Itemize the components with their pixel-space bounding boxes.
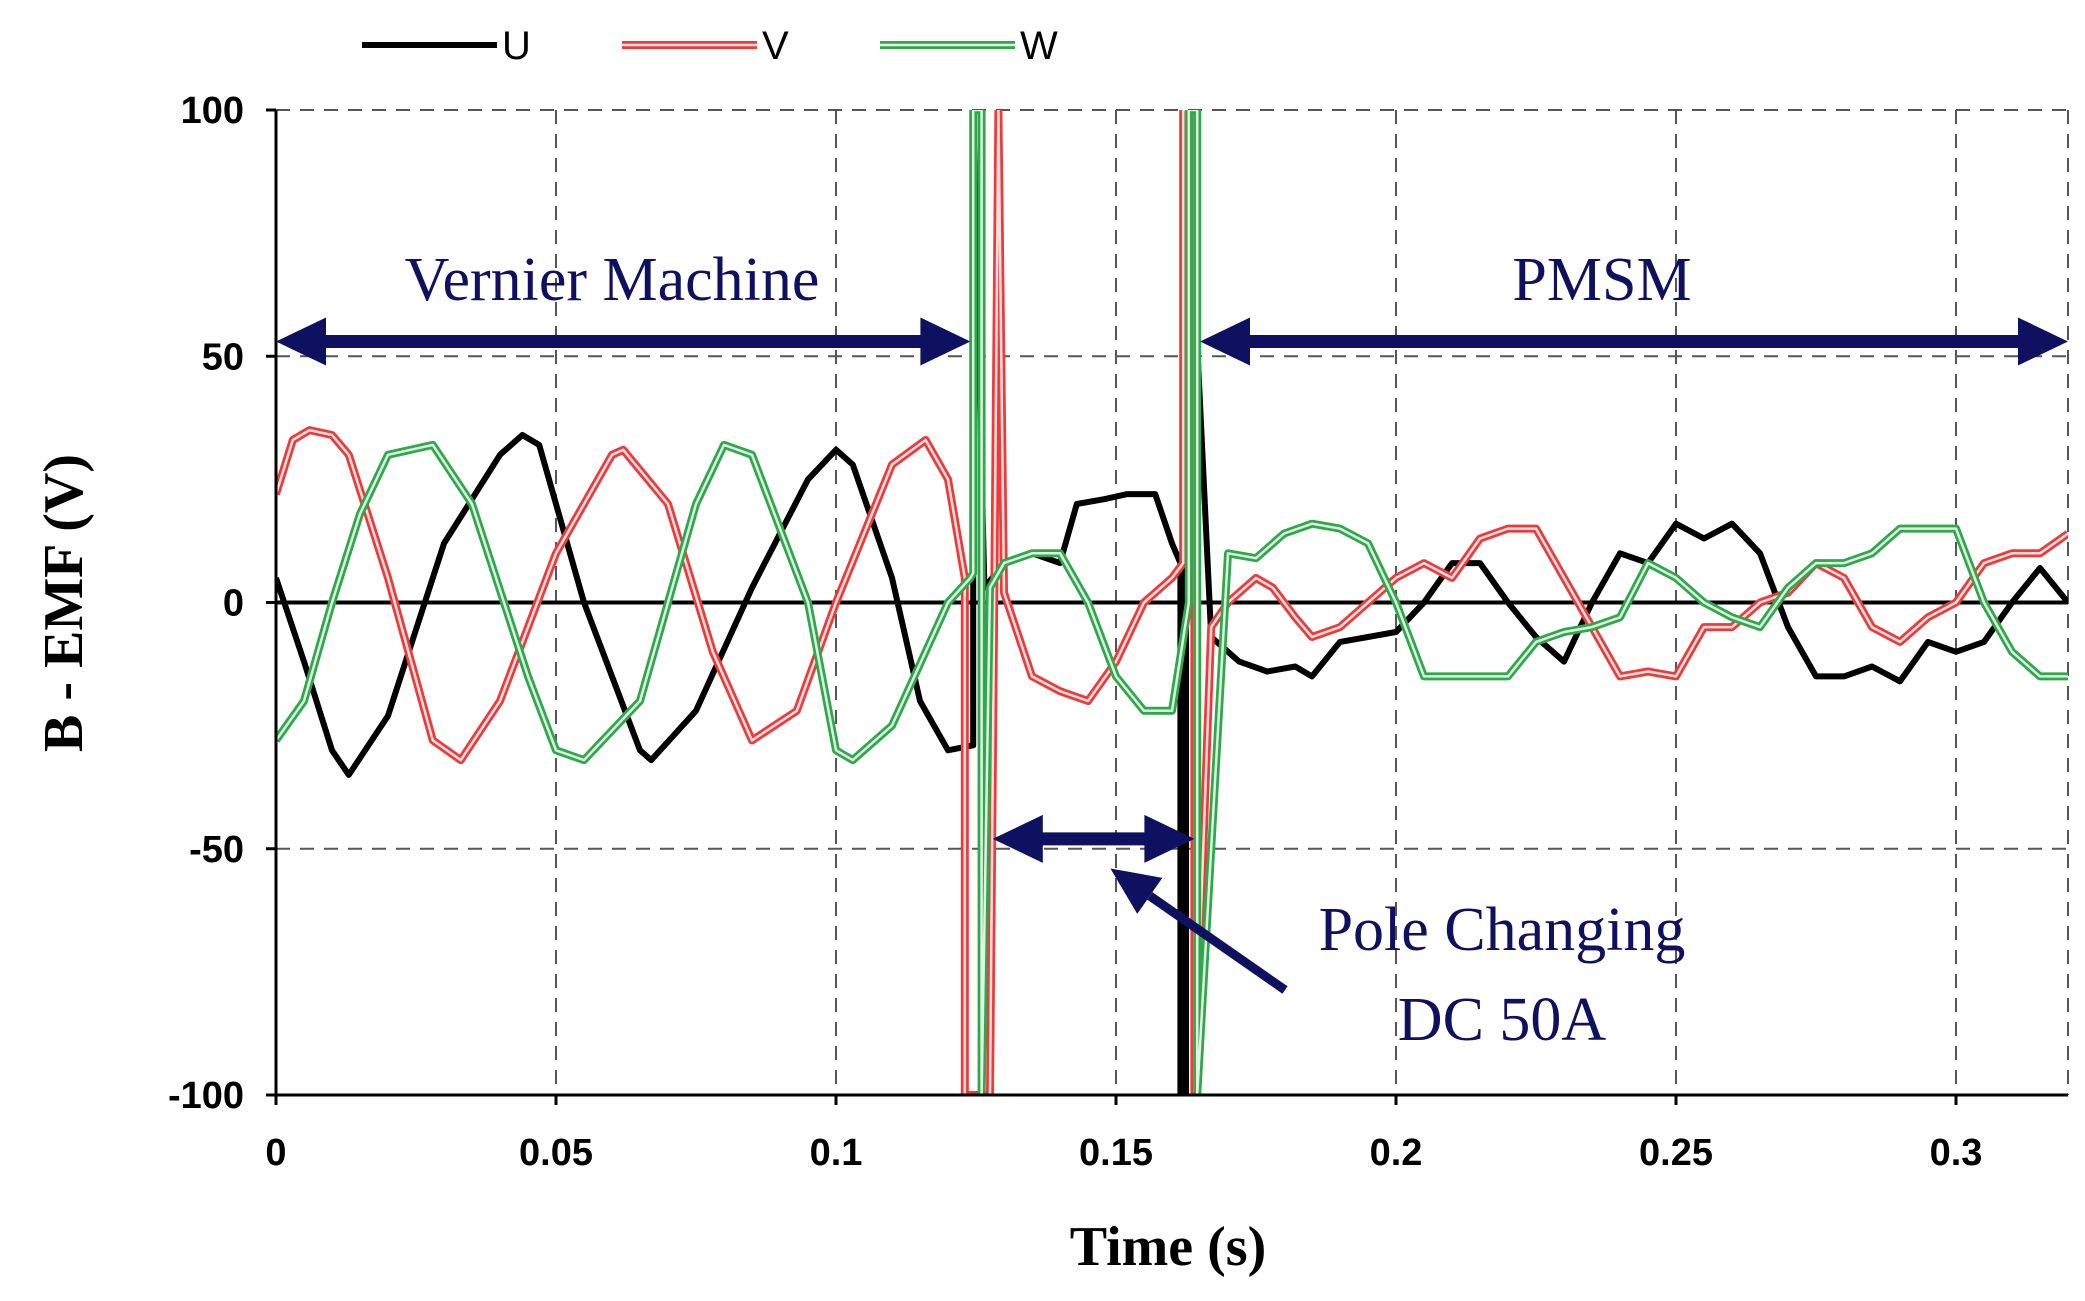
pmsm-arrow-left-head: [1200, 317, 1250, 366]
vernier-arrow-right-head: [920, 317, 971, 366]
x-tick-label: 0.1: [810, 1132, 863, 1174]
legend-label-v: V: [762, 24, 789, 68]
legend-label-u: U: [502, 24, 531, 68]
vernier-machine-label: Vernier Machine: [405, 246, 820, 314]
legend-label-w: W: [1020, 24, 1058, 68]
x-axis-title: Time (s): [1070, 1216, 1267, 1278]
pole-change-arrow-left-head: [992, 814, 1043, 863]
y-tick-label: 50: [202, 336, 244, 378]
x-tick-label: 0.15: [1079, 1132, 1153, 1174]
x-tick-label: 0.3: [1930, 1132, 1983, 1174]
y-tick-labels: 100 50 0 -50 -100: [168, 90, 276, 1117]
pmsm-label: PMSM: [1512, 246, 1691, 314]
annotations: Vernier Machine PMSM Pole Changing DC 50A: [276, 246, 2068, 1054]
legend: U V W: [362, 24, 1058, 68]
series-layer: [276, 110, 2068, 1095]
x-tick-label: 0.2: [1370, 1132, 1423, 1174]
x-tick-labels: 0 0.05 0.1 0.15 0.2 0.25 0.3: [265, 1095, 1982, 1174]
y-axis-title: B - EMF (V): [33, 454, 95, 752]
pointer-arrow-shaft: [1147, 892, 1288, 994]
pole-changing-label: Pole Changing: [1319, 896, 1686, 964]
pmsm-arrow-right-head: [2018, 317, 2068, 366]
y-tick-label: 0: [223, 583, 244, 625]
x-tick-label: 0.25: [1639, 1132, 1713, 1174]
dc-current-label: DC 50A: [1398, 986, 1607, 1054]
pole-change-arrow-right-head: [1144, 814, 1195, 863]
y-tick-label: -50: [189, 829, 244, 871]
x-tick-label: 0: [265, 1132, 286, 1174]
y-tick-label: 100: [181, 90, 244, 132]
pointer-arrow-head: [1110, 868, 1163, 914]
vernier-arrow-left-head: [276, 317, 326, 366]
series-u-line: [276, 110, 2068, 1095]
series-w-line-highlight: [276, 110, 2068, 1095]
x-tick-label: 0.05: [519, 1132, 593, 1174]
y-tick-label: -100: [168, 1075, 244, 1117]
